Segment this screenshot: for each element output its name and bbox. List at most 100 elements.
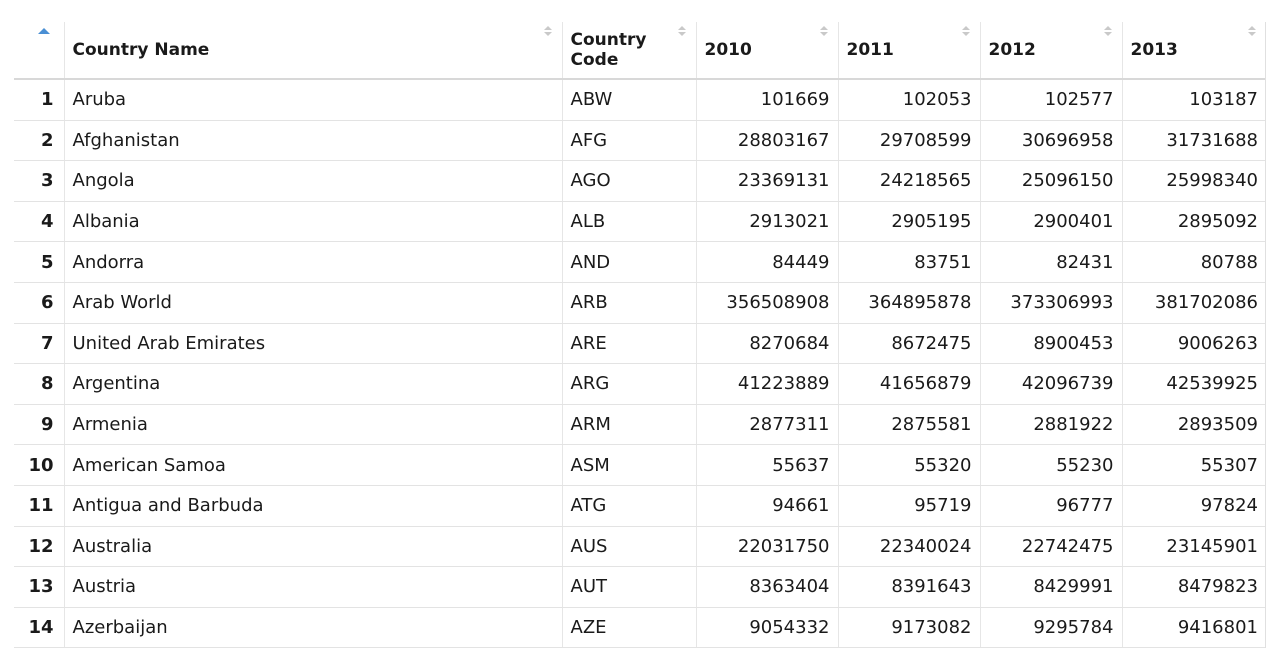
cell-2013: 97824: [1122, 485, 1266, 527]
cell-country-name: United Arab Emirates: [64, 323, 563, 365]
column-header-index[interactable]: [14, 22, 65, 80]
cell-2011: 29708599: [838, 120, 981, 162]
cell-2012: 8900453: [980, 323, 1123, 365]
cell-2011: 9173082: [838, 607, 981, 649]
cell-country-name: Austria: [64, 566, 563, 608]
table-row: 13 Austria AUT 8363404 8391643 8429991 8479823: [14, 566, 1266, 608]
sort-ascending-icon: [38, 28, 50, 34]
row-index: 3: [14, 160, 65, 202]
cell-2010: 2877311: [696, 404, 839, 446]
column-header-2011[interactable]: 2011: [838, 22, 981, 80]
cell-2011: 83751: [838, 241, 981, 283]
table-row: 2 Afghanistan AFG 28803167 29708599 30696958 3…: [14, 120, 1266, 162]
cell-2013: 9006263: [1122, 323, 1266, 365]
cell-2010: 22031750: [696, 526, 839, 568]
cell-country-code: ARM: [562, 404, 697, 446]
cell-2013: 103187: [1122, 79, 1266, 121]
column-header-2012[interactable]: 2012: [980, 22, 1123, 80]
cell-2012: 8429991: [980, 566, 1123, 608]
cell-country-code: AND: [562, 241, 697, 283]
cell-country-name: Albania: [64, 201, 563, 243]
cell-2011: 102053: [838, 79, 981, 121]
cell-2010: 8270684: [696, 323, 839, 365]
cell-2010: 101669: [696, 79, 839, 121]
cell-2012: 9295784: [980, 607, 1123, 649]
cell-2013: 42539925: [1122, 363, 1266, 405]
table-right-border: [1265, 22, 1266, 648]
table-row: 8 Argentina ARG 41223889 41656879 42096739 425…: [14, 363, 1266, 405]
cell-country-name: Argentina: [64, 363, 563, 405]
table-row: 4 Albania ALB 2913021 2905195 2900401 2895092: [14, 201, 1266, 243]
data-table: Country Name Country Code 2010 2011 2012: [14, 22, 1266, 649]
cell-2011: 24218565: [838, 160, 981, 202]
cell-2010: 9054332: [696, 607, 839, 649]
cell-2012: 2900401: [980, 201, 1123, 243]
cell-country-name: Antigua and Barbuda: [64, 485, 563, 527]
cell-2013: 2895092: [1122, 201, 1266, 243]
column-header-country-code[interactable]: Country Code: [562, 22, 697, 80]
table-row: 11 Antigua and Barbuda ATG 94661 95719 96777 9…: [14, 485, 1266, 527]
cell-2013: 55307: [1122, 444, 1266, 486]
cell-2012: 22742475: [980, 526, 1123, 568]
column-header-country-name[interactable]: Country Name: [64, 22, 563, 80]
cell-2012: 55230: [980, 444, 1123, 486]
table-row: 9 Armenia ARM 2877311 2875581 2881922 2893509: [14, 404, 1266, 446]
column-header-label: 2011: [846, 40, 894, 60]
cell-2013: 9416801: [1122, 607, 1266, 649]
cell-2010: 8363404: [696, 566, 839, 608]
row-index: 10: [14, 444, 65, 486]
cell-country-code: ARB: [562, 282, 697, 324]
cell-2011: 8672475: [838, 323, 981, 365]
cell-2013: 31731688: [1122, 120, 1266, 162]
cell-country-code: AFG: [562, 120, 697, 162]
cell-2011: 41656879: [838, 363, 981, 405]
cell-2013: 381702086: [1122, 282, 1266, 324]
cell-2013: 25998340: [1122, 160, 1266, 202]
table-row: 1 Aruba ABW 101669 102053 102577 103187: [14, 79, 1266, 121]
cell-country-code: AUT: [562, 566, 697, 608]
column-header-2013[interactable]: 2013: [1122, 22, 1266, 80]
row-index: 5: [14, 241, 65, 283]
column-header-label: 2012: [988, 40, 1036, 60]
row-index: 7: [14, 323, 65, 365]
row-index: 12: [14, 526, 65, 568]
sort-both-icon: [961, 26, 970, 38]
row-index: 1: [14, 79, 65, 121]
table-row: 12 Australia AUS 22031750 22340024 22742475 23…: [14, 526, 1266, 568]
cell-country-code: ALB: [562, 201, 697, 243]
cell-2011: 2905195: [838, 201, 981, 243]
cell-2010: 84449: [696, 241, 839, 283]
cell-2011: 8391643: [838, 566, 981, 608]
cell-2012: 42096739: [980, 363, 1123, 405]
cell-2012: 30696958: [980, 120, 1123, 162]
cell-2011: 22340024: [838, 526, 981, 568]
cell-2010: 2913021: [696, 201, 839, 243]
cell-country-code: AGO: [562, 160, 697, 202]
row-index: 8: [14, 363, 65, 405]
cell-2012: 373306993: [980, 282, 1123, 324]
column-header-label: Country Name: [72, 40, 210, 60]
cell-country-name: Arab World: [64, 282, 563, 324]
cell-2013: 2893509: [1122, 404, 1266, 446]
cell-2013: 80788: [1122, 241, 1266, 283]
cell-country-name: Andorra: [64, 241, 563, 283]
cell-country-code: ASM: [562, 444, 697, 486]
table-row: 10 American Samoa ASM 55637 55320 55230 55307: [14, 444, 1266, 486]
column-header-label: 2010: [704, 40, 752, 60]
cell-country-name: Australia: [64, 526, 563, 568]
column-header-label: 2013: [1130, 40, 1178, 60]
row-index: 2: [14, 120, 65, 162]
column-header-2010[interactable]: 2010: [696, 22, 839, 80]
row-index: 14: [14, 607, 65, 649]
cell-2012: 102577: [980, 79, 1123, 121]
cell-2013: 8479823: [1122, 566, 1266, 608]
cell-country-name: Azerbaijan: [64, 607, 563, 649]
sort-both-icon: [1248, 26, 1256, 38]
sort-both-icon: [543, 26, 552, 38]
row-index: 6: [14, 282, 65, 324]
table-row: 5 Andorra AND 84449 83751 82431 80788: [14, 241, 1266, 283]
table-row: 6 Arab World ARB 356508908 364895878 37330699…: [14, 282, 1266, 324]
table-row: 14 Azerbaijan AZE 9054332 9173082 9295784 9416…: [14, 607, 1266, 649]
cell-2012: 2881922: [980, 404, 1123, 446]
cell-country-name: Aruba: [64, 79, 563, 121]
